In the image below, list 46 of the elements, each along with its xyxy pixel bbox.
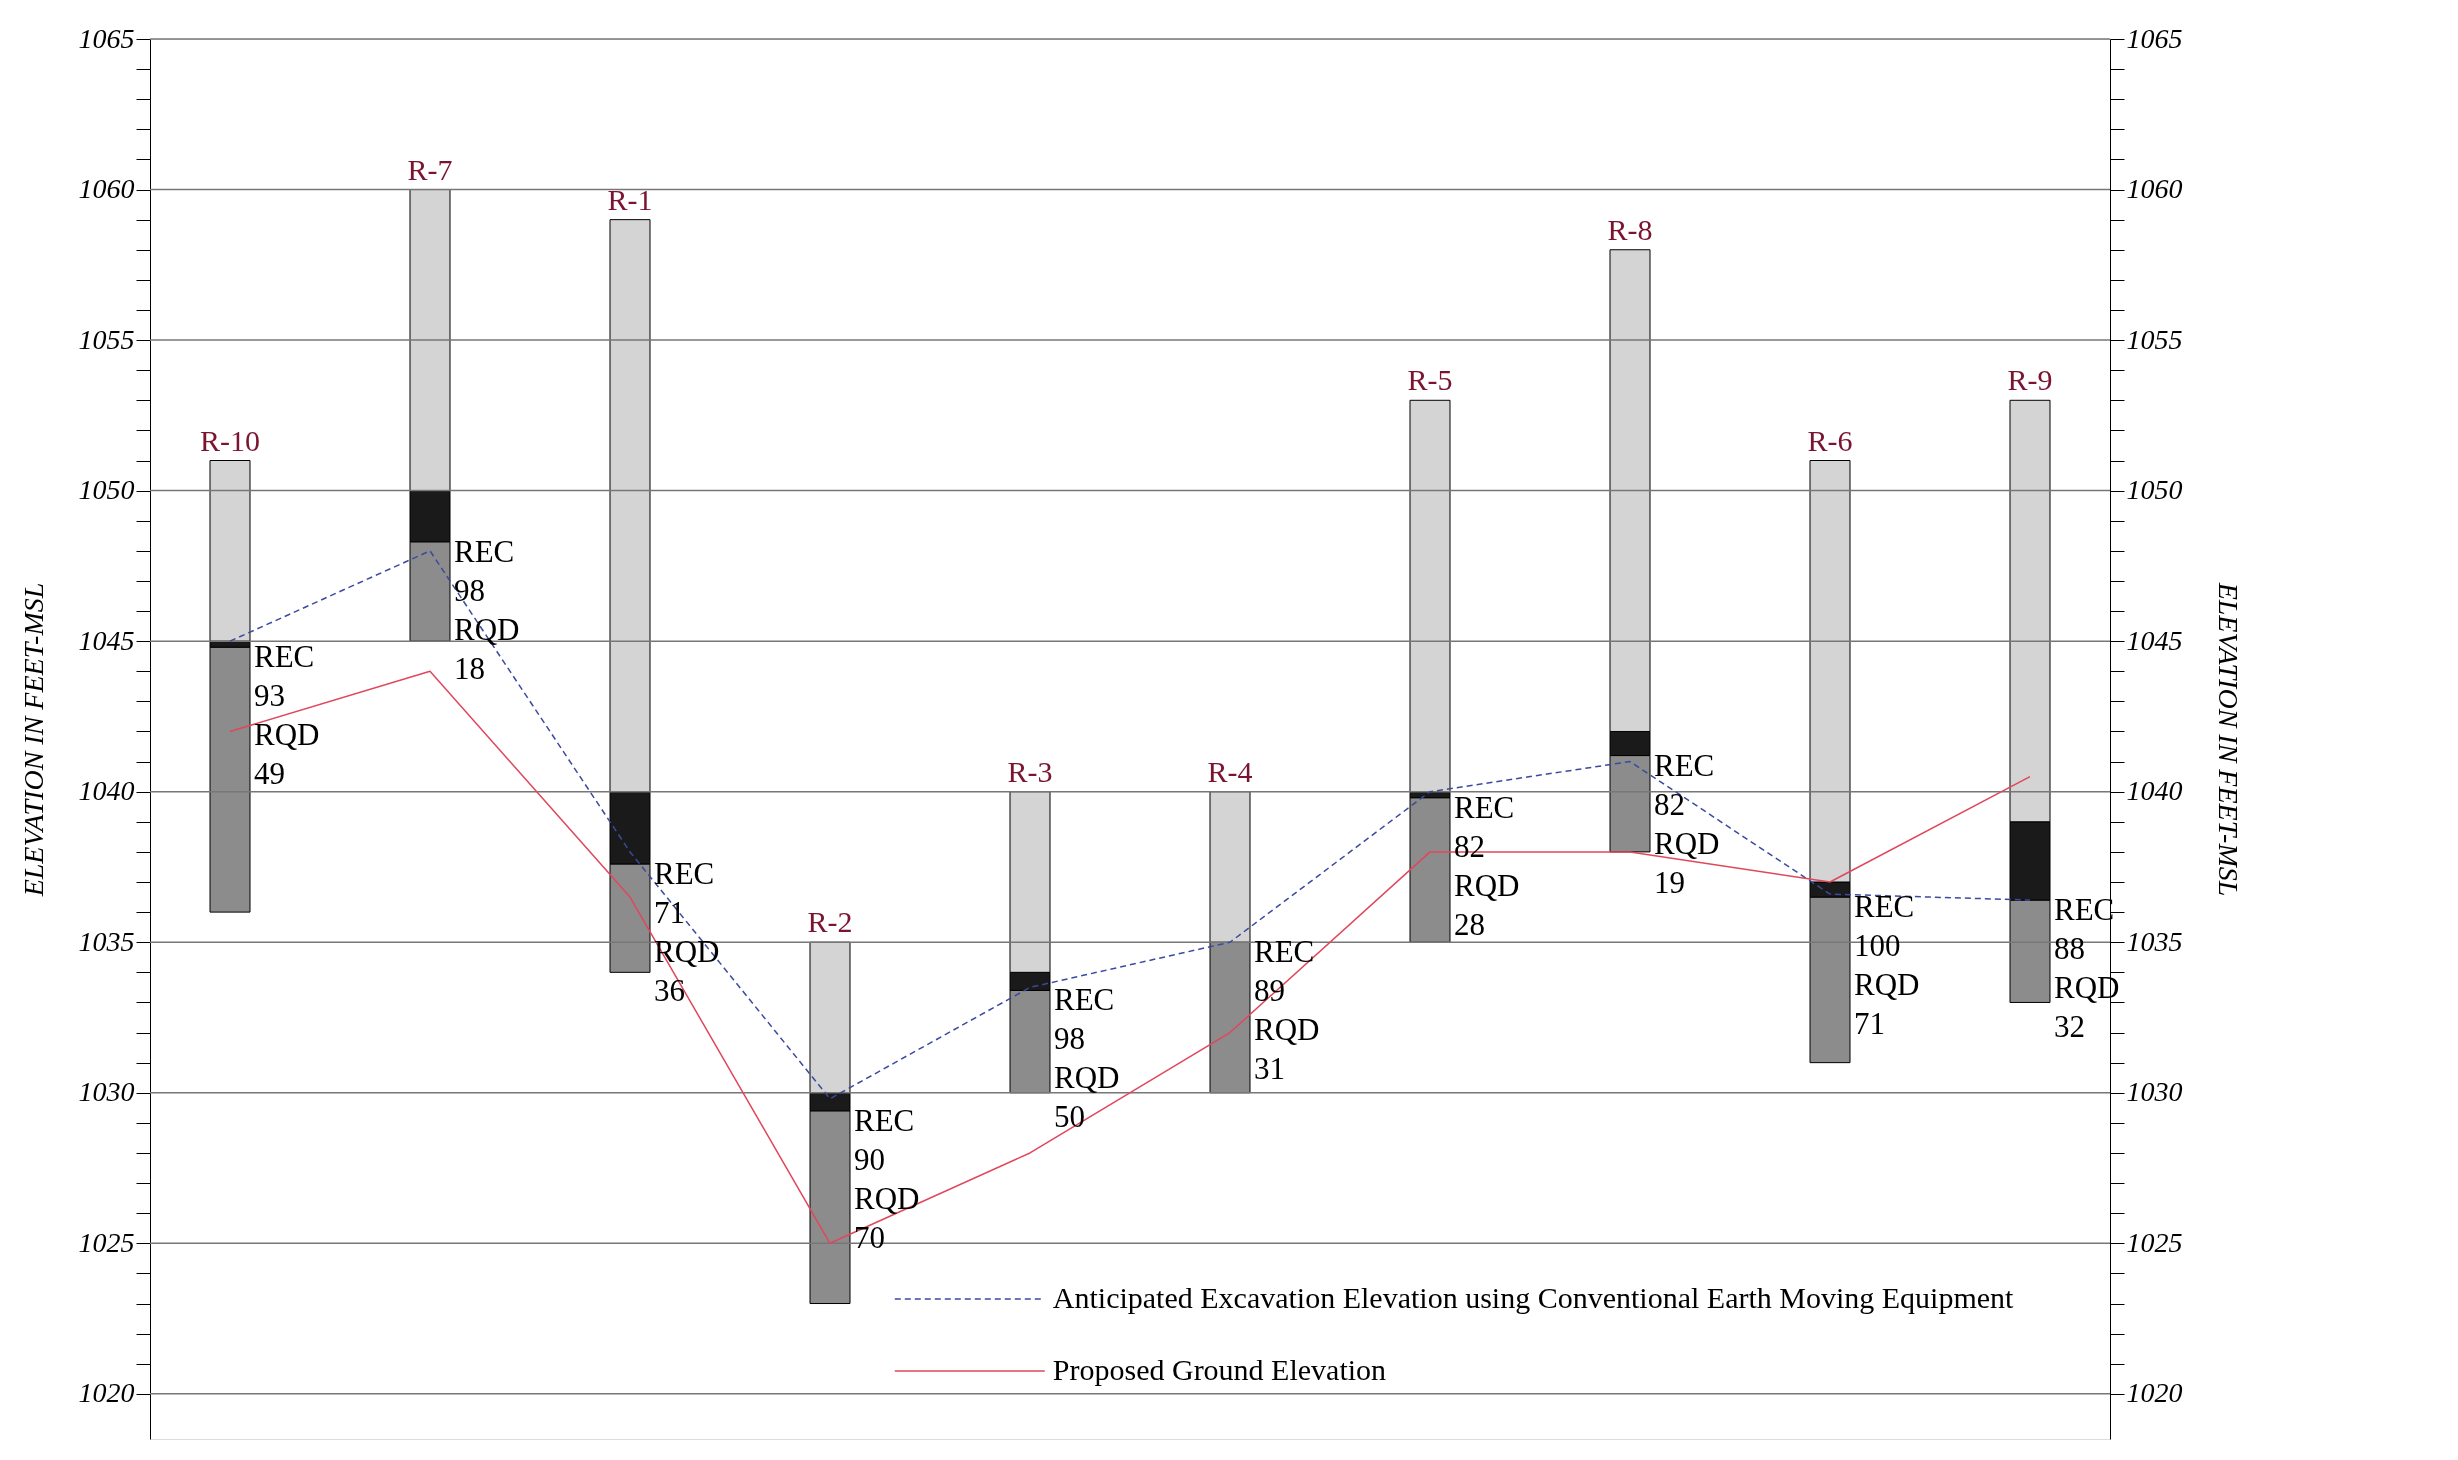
annotation: REC 100 RQD 71 [1854,889,1920,1042]
annotation: REC 98 RQD 50 [1054,982,1120,1135]
y2-tick-label: 1045 [2126,624,2183,656]
annotation: REC 82 RQD 28 [1454,789,1520,942]
legend-label: Proposed Ground Elevation [1052,1353,1387,1386]
bar [1209,941,1251,1094]
y2-tick-label: 1060 [2126,173,2183,205]
y-tick-label: 1020 [78,1377,135,1409]
x-tick-label: R-4 [1207,754,1253,788]
legend-label: Anticipated Excavation Elevation using Conventional Earth Moving Equipment [1052,1281,2015,1314]
y2-tick-label: 1055 [2126,323,2183,355]
annotation: REC 93 RQD 49 [254,639,320,792]
bar [209,460,251,642]
bar [1209,791,1251,943]
x-tick-label: R-9 [2007,363,2053,397]
annotation: REC 98 RQD 18 [454,533,520,686]
y-tick-label: 1065 [78,22,135,54]
y-tick-label: 1040 [78,775,135,807]
y-tick-label: 1030 [78,1076,135,1108]
bar [809,941,851,1094]
y2-tick-label: 1040 [2126,775,2183,807]
y-axis-title: ELEVATION IN FEET-MSL [17,582,49,898]
x-tick-label: R-5 [1407,363,1453,397]
y-tick-label: 1050 [78,474,135,506]
y-tick-label: 1060 [78,173,135,205]
x-tick-label: R-6 [1807,423,1853,457]
annotation: REC 82 RQD 19 [1654,747,1720,900]
annotation: REC 90 RQD 70 [854,1102,920,1255]
y2-tick-label: 1065 [2126,22,2183,54]
x-tick-label: R-2 [807,905,853,939]
x-tick-label: R-3 [1007,754,1053,788]
x-tick-label: R-8 [1607,212,1653,246]
bar [209,646,251,913]
y2-tick-label: 1050 [2126,474,2183,506]
x-tick-label: R-7 [407,152,453,186]
y2-axis-title: ELEVATION IN FEET-MSL [2212,581,2244,897]
y-tick-label: 1055 [78,323,135,355]
y2-tick-label: 1025 [2126,1226,2183,1258]
x-tick-label: R-10 [200,423,260,457]
y2-tick-label: 1020 [2126,1377,2183,1409]
x-tick-label: R-1 [607,182,653,216]
y2-tick-label: 1035 [2126,925,2183,957]
y-tick-label: 1025 [78,1226,135,1258]
y-tick-label: 1035 [78,925,135,957]
y2-tick-label: 1030 [2126,1076,2183,1108]
y-tick-label: 1045 [78,624,135,656]
